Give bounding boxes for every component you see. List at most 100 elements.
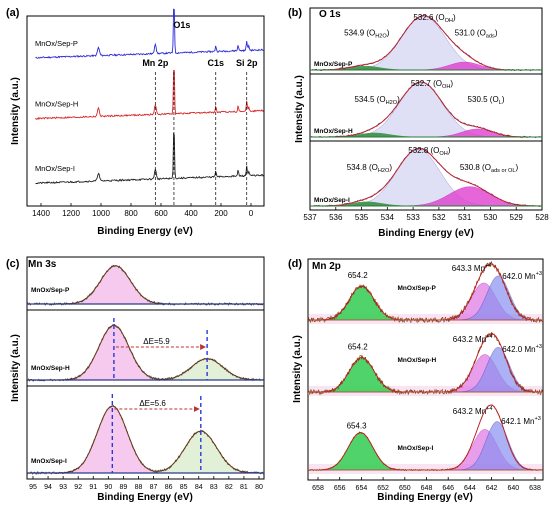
x-tick-label: 94 — [44, 484, 52, 491]
x-tick-label: 400 — [184, 209, 198, 218]
x-tick-label: 81 — [240, 484, 248, 491]
series-label: MnOx/Sep-H — [35, 100, 78, 109]
sample-label: MnOx/Sep-H — [31, 365, 70, 372]
panel-title-c: Mn 3s — [28, 259, 57, 270]
raw-spectrum — [26, 264, 265, 307]
peak-label-oh: 532.6 (OOH) — [413, 13, 456, 24]
x-tick-label: 642 — [486, 485, 498, 492]
x-tick-label: 83 — [210, 484, 218, 491]
peak-label-654: 654.3 — [347, 422, 368, 431]
series-label: MnOx/Sep-I — [35, 164, 75, 173]
peak-label-654: 654.2 — [348, 271, 369, 280]
panel-label-a: (a) — [6, 7, 20, 19]
sample-label: MnOx/Sep-H — [314, 128, 353, 135]
x-tick-label: 1000 — [92, 209, 110, 218]
sample-label: MnOx/Sep-H — [398, 357, 437, 364]
peak-label-low: 530.5 (OL) — [468, 95, 505, 106]
x-tick-label: 84 — [195, 484, 203, 491]
peak-label: Si 2p — [236, 58, 258, 68]
plot-frame-d — [307, 258, 544, 481]
peak-label-mn3: 642.0 Mn+3 — [502, 271, 542, 281]
x-tick-label: 535 — [355, 213, 369, 222]
peak-label-oh: 532.8 (OOH) — [408, 146, 451, 157]
x-tick-label: 654 — [356, 485, 368, 492]
mn3s-subpanels: MnOx/Sep-P MnOx/Sep-H ΔE=5.9 MnOx/Sep-I ΔE=5… — [26, 264, 265, 475]
x-tick-label: 200 — [214, 209, 228, 218]
x-tick-label: 652 — [377, 485, 389, 492]
sample-label: MnOx/Sep-P — [31, 287, 70, 294]
x-axis-label-c: Binding Energy (eV) — [97, 492, 193, 503]
x-tick-label: 88 — [135, 484, 143, 491]
plot-frame-b — [309, 7, 543, 211]
x-tick-label: 529 — [510, 213, 524, 222]
x-axis-label-b: Binding Energy (eV) — [378, 228, 474, 239]
sample-label: MnOx/Sep-I — [31, 458, 67, 465]
x-tick-label: 528 — [535, 213, 549, 222]
panel-d: (d) Mn 2p MnOx/Sep-P 654.2 643.3 Mn+4 642.0… — [288, 258, 544, 503]
panel-label-b: (b) — [288, 7, 302, 19]
delta-label: ΔE=5.6 — [139, 399, 166, 408]
peak-label-654: 654.2 — [348, 342, 369, 351]
x-tick-label: 80 — [255, 484, 263, 491]
x-axis-label-a: Binding Energy (eV) — [97, 226, 193, 237]
x-tick-label: 530 — [484, 213, 498, 222]
o1s-subpanels: MnOx/Sep-P 532.6 (OOH) 534.9 (OH2O) 531.0 (… — [309, 13, 543, 208]
peak-label-h2o: 534.9 (OH2O) — [344, 29, 390, 40]
survey-curves: MnOx/Sep-P MnOx/Sep-H MnOx/Sep-I — [35, 8, 265, 185]
panel-label-d: (d) — [288, 258, 302, 270]
peak-label: O1s — [173, 20, 190, 30]
sample-label: MnOx/Sep-I — [398, 445, 434, 452]
x-tick-label: 89 — [120, 484, 128, 491]
survey-line — [35, 8, 264, 59]
panel-title-d: Mn 2p — [312, 261, 341, 272]
x-tick-label: 648 — [421, 485, 433, 492]
y-axis-label-c: Intensity (a.u.) — [10, 334, 21, 402]
plot-frame-c — [26, 256, 265, 480]
peak-label-oh: 532.7 (OOH) — [411, 79, 454, 90]
x-tick-label: 534 — [381, 213, 395, 222]
x-tick-label: 640 — [507, 485, 519, 492]
peak-label: Mn 2p — [142, 58, 169, 68]
fit-envelope — [27, 265, 264, 305]
peak-label-low: 530.8 (Oads or OL) — [460, 163, 519, 174]
x-tick-label: 656 — [334, 485, 346, 492]
x-tick-label: 0 — [249, 209, 254, 218]
peak-label-mn4: 643.3 Mn+4 — [452, 263, 492, 273]
plot-frame-a — [26, 15, 265, 207]
y-axis-label-b: Intensity (a.u.) — [294, 75, 305, 143]
x-tick-label: 86 — [165, 484, 173, 491]
survey-line — [35, 132, 264, 185]
x-ticks-a: 1400 1200 1000 800 600 400 200 0 — [32, 203, 254, 218]
x-tick-label: 82 — [225, 484, 233, 491]
x-tick-label: 87 — [150, 484, 158, 491]
x-tick-label: 800 — [124, 209, 138, 218]
peak-label-mn4: 643.2 Mn+4 — [453, 334, 493, 344]
x-tick-label: 91 — [89, 484, 97, 491]
x-tick-label: 644 — [464, 485, 476, 492]
panel-label-c: (c) — [6, 258, 20, 270]
background-band — [309, 386, 542, 396]
panel-title-b: O 1s — [319, 9, 341, 20]
y-axis-label-d: Intensity (a.u.) — [292, 335, 303, 403]
x-tick-label: 95 — [29, 484, 37, 491]
x-tick-label: 531 — [458, 213, 472, 222]
x-tick-label: 536 — [329, 213, 343, 222]
x-tick-label: 90 — [104, 484, 112, 491]
x-tick-label: 533 — [406, 213, 420, 222]
series-label: MnOx/Sep-P — [35, 39, 78, 48]
survey-line — [35, 69, 265, 121]
peak-label-mn4: 643.2 Mn+4 — [453, 406, 493, 416]
x-tick-label: 638 — [529, 485, 541, 492]
panel-c: (c) Mn 3s MnOx/Sep-PMnOx/Sep-HΔE=5.9MnOx… — [6, 256, 265, 503]
x-ticks-c: 95 94 93 92 91 90 89 88 87 86 85 84 83 82 81 80 — [29, 476, 263, 491]
mn2p-subpanels: MnOx/Sep-P 654.2 643.3 Mn+4 642.0 Mn+3 MnOx/… — [307, 260, 544, 474]
x-tick-label: 646 — [442, 485, 454, 492]
peak-label: C1s — [207, 58, 224, 68]
fit-envelope — [310, 147, 543, 207]
peak-markers: O1s Mn 2p C1s Si 2p — [142, 20, 258, 206]
sample-label: MnOx/Sep-I — [314, 197, 350, 204]
fit-envelope — [310, 81, 542, 138]
panel-b: (b) O 1s MnOx/Sep-P 532.6 (OOH) 534.9 (OH2… — [288, 7, 549, 239]
x-tick-label: 600 — [154, 209, 168, 218]
